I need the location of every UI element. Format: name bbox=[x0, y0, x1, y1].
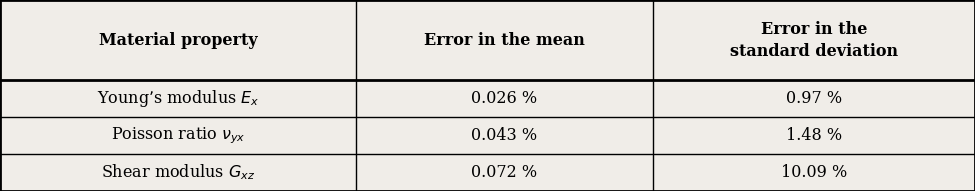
Text: Young’s modulus $E_x$: Young’s modulus $E_x$ bbox=[97, 88, 259, 109]
Text: Poisson ratio $\nu_{yx}$: Poisson ratio $\nu_{yx}$ bbox=[110, 125, 246, 146]
Text: 0.026 %: 0.026 % bbox=[472, 90, 537, 107]
Text: 0.97 %: 0.97 % bbox=[786, 90, 842, 107]
Text: Error in the
standard deviation: Error in the standard deviation bbox=[730, 20, 898, 60]
Text: Error in the mean: Error in the mean bbox=[424, 32, 585, 49]
Text: 0.072 %: 0.072 % bbox=[472, 164, 537, 181]
Text: 0.043 %: 0.043 % bbox=[472, 127, 537, 144]
Text: Shear modulus $G_{xz}$: Shear modulus $G_{xz}$ bbox=[100, 163, 255, 182]
Text: Material property: Material property bbox=[98, 32, 257, 49]
Text: 10.09 %: 10.09 % bbox=[781, 164, 847, 181]
Text: 1.48 %: 1.48 % bbox=[786, 127, 842, 144]
